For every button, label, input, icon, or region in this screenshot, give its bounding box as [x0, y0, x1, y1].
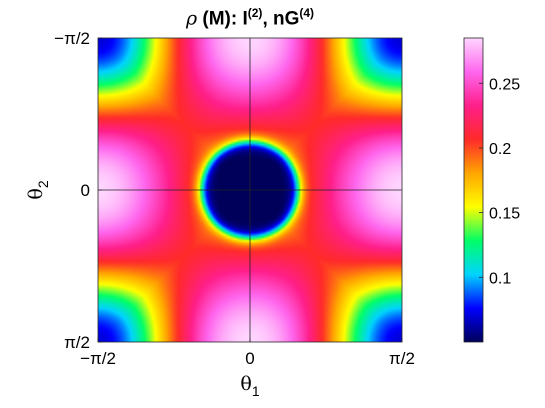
title-rho: ρ	[185, 7, 198, 30]
y-axis-label-base: θ	[25, 188, 47, 199]
colorbar-tick-label: 0.1	[489, 270, 511, 287]
y-axis-label-sub: 2	[35, 180, 51, 188]
y-axis-label: θ2	[25, 180, 51, 199]
colorbar-tick-label: 0.2	[489, 141, 511, 158]
x-tick-label: 0	[245, 349, 254, 368]
chart-title: ρ (M): I(2), nG(4)	[100, 6, 400, 30]
y-tick-label: −π/2	[54, 29, 90, 48]
title-sup-1: (2)	[247, 6, 263, 20]
crosshair-lines	[98, 38, 402, 342]
x-axis-label-sub: 1	[252, 383, 260, 399]
colorbar-border	[463, 37, 484, 343]
x-axis-label: θ1	[240, 373, 259, 399]
x-axis-label-base: θ	[240, 373, 251, 395]
colorbar-tick-label: 0.15	[489, 206, 520, 223]
title-sup-2: (4)	[299, 6, 315, 20]
title-main: (M): I	[197, 8, 248, 30]
y-tick-label: π/2	[64, 333, 90, 352]
y-tick-label: 0	[81, 181, 90, 200]
x-tick-label: −π/2	[80, 349, 116, 368]
colorbar-tick-label: 0.25	[489, 76, 520, 93]
x-axis: −π/2 0 π/2	[80, 338, 415, 368]
colorbar-ticks: 0.1 0.15 0.2 0.25	[463, 37, 520, 343]
y-axis: −π/2 0 π/2	[54, 29, 102, 352]
title-mid: , nG	[262, 8, 300, 30]
x-tick-label: π/2	[389, 349, 415, 368]
colorbar	[464, 38, 483, 342]
